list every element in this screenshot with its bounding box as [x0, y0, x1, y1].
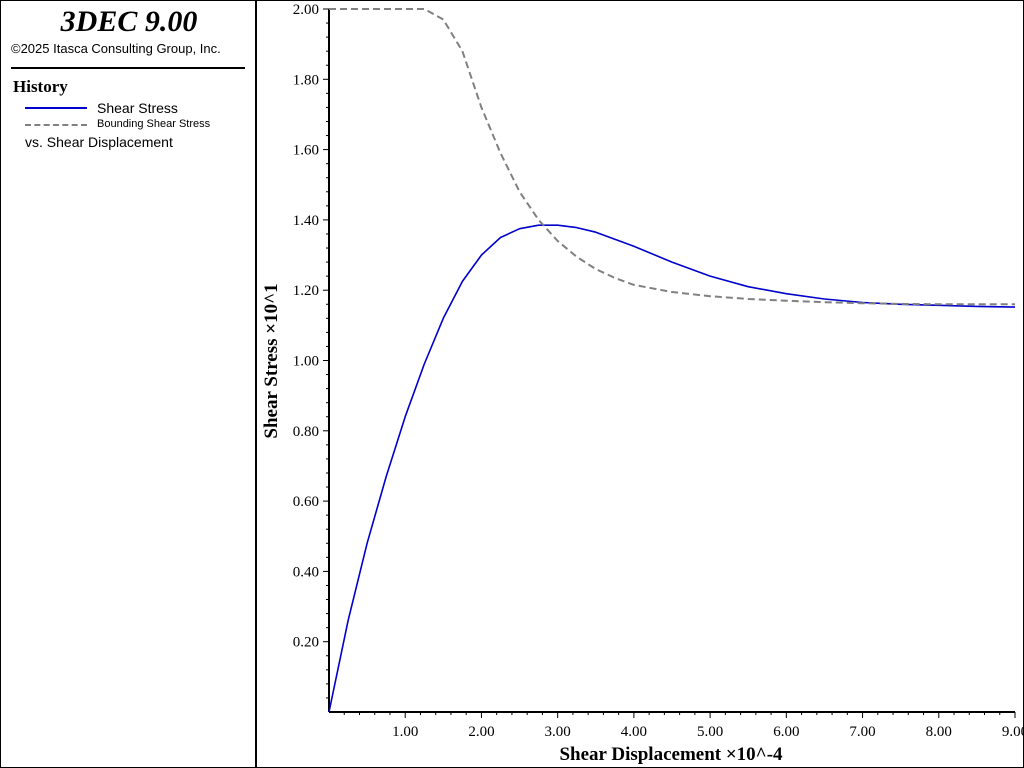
x-tick-label: 1.00: [392, 724, 418, 740]
legend-swatch-dashed-line: [25, 124, 87, 126]
x-tick-label: 2.00: [468, 724, 494, 740]
y-tick-label: 1.00: [293, 354, 319, 370]
chart-axes: 0.20 0.40 0.60 0.80 1.00 1.20 1.40 1.60 1.80 2.00…: [293, 2, 1023, 740]
x-tick-label: 3.00: [545, 724, 571, 740]
legend-panel: 3DEC 9.00 ©2025 Itasca Consulting Group,…: [1, 1, 257, 767]
x-tick-label: 4.00: [621, 724, 647, 740]
y-tick-label: 0.80: [293, 424, 319, 440]
y-tick-label: 1.80: [293, 72, 319, 88]
app-title: 3DEC 9.00: [60, 5, 198, 38]
y-axis-title: Shear Stress ×10^1: [261, 283, 282, 438]
copyright-text: ©2025 Itasca Consulting Group, Inc.: [11, 41, 221, 56]
history-heading: History: [13, 77, 68, 96]
y-tick-label: 1.40: [293, 213, 319, 229]
y-tick-label: 0.60: [293, 494, 319, 510]
legend-label: Shear Stress: [97, 100, 178, 116]
y-tick-label: 2.00: [293, 2, 319, 18]
series-line-shear-stress: [328, 224, 1016, 713]
chart-series: [328, 8, 1016, 713]
x-tick-label: 7.00: [849, 724, 875, 740]
legend-swatch-solid-line: [25, 107, 87, 109]
versus-label: vs. Shear Displacement: [25, 134, 173, 150]
y-tick-label: 0.20: [293, 635, 319, 651]
x-tick-label: 6.00: [773, 724, 799, 740]
x-tick-label: 8.00: [926, 724, 952, 740]
y-tick-label: 1.20: [293, 283, 319, 299]
x-tick-label: 5.00: [697, 724, 723, 740]
y-tick-label: 0.40: [293, 564, 319, 580]
series-line-bounding-shear-stress: [329, 8, 1015, 306]
title-divider: [11, 67, 245, 69]
x-axis-title: Shear Displacement ×10^-4: [559, 744, 783, 765]
chart-plot-area: 0.20 0.40 0.60 0.80 1.00 1.20 1.40 1.60 1.80 2.00…: [261, 2, 1023, 765]
y-tick-label: 1.60: [293, 143, 319, 159]
legend-label: Bounding Shear Stress: [97, 118, 211, 130]
x-tick-label: 9.00: [1002, 724, 1023, 740]
